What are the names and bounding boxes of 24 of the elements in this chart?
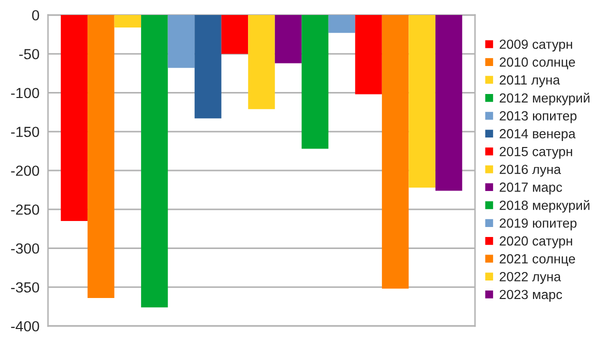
legend-label: 2017 марс [500, 182, 562, 194]
y-tick-label: -300 [11, 243, 40, 254]
legend-label: 2016 луна [500, 164, 561, 177]
legend-label: 2012 меркурий [500, 92, 590, 106]
legend-label: 2020 сатурн [500, 236, 572, 248]
legend-label: 2018 меркурий [500, 200, 590, 213]
legend-label: 2022 луна [500, 272, 561, 284]
legend-label: 2014 венера [500, 129, 576, 141]
legend-label: 2015 сатурн [500, 146, 572, 159]
legend-label: 2013 юпитер [500, 111, 577, 124]
legend-label: 2023 марс [500, 290, 562, 302]
legend-label: 2009 сатурн [500, 40, 572, 52]
y-tick-label: -200 [11, 166, 40, 176]
y-tick-label: -250 [11, 204, 40, 215]
y-tick-label: 0 [32, 10, 40, 20]
y-tick-label: -350 [11, 282, 40, 293]
legend-label: 2021 солнце [500, 254, 576, 266]
legend-label: 2019 юпитер [500, 218, 577, 230]
legend-label: 2010 солнце [500, 57, 576, 70]
y-tick-label: -400 [11, 321, 40, 332]
y-tick-label: -150 [11, 126, 40, 138]
legend-label: 2011 луна [500, 75, 560, 88]
y-tick-label: -100 [11, 88, 40, 98]
y-tick-label: -50 [19, 48, 40, 60]
